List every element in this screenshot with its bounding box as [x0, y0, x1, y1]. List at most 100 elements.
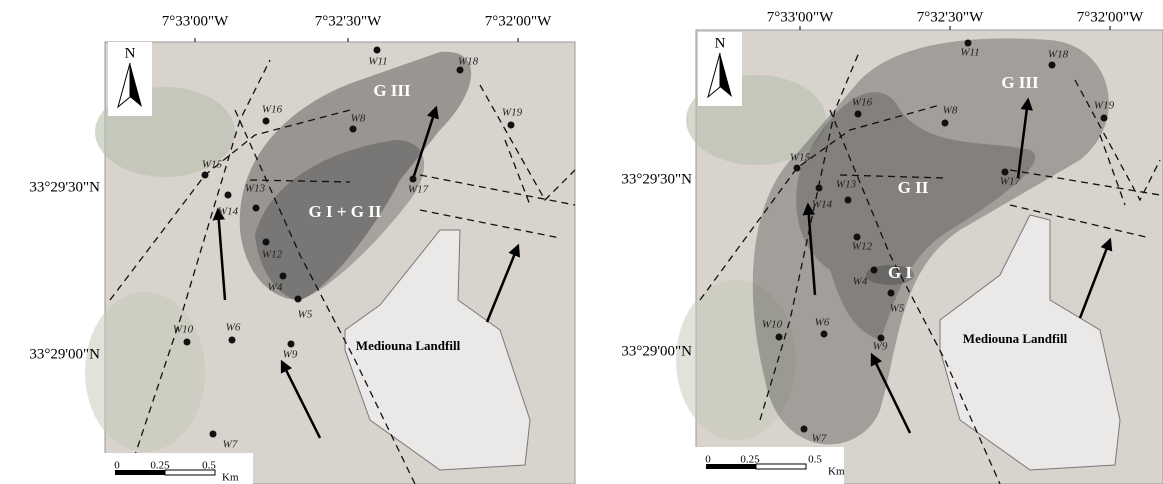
longitude-label: 7°32'30"W: [917, 9, 984, 25]
fault-line: [1074, 79, 1161, 202]
north-arrow: [720, 53, 732, 97]
landfill-area: [344, 229, 531, 471]
well-point: [793, 164, 801, 172]
well-label: W16: [852, 97, 873, 109]
well-point: [224, 191, 232, 199]
well-label: W16: [262, 104, 283, 116]
well-label: W19: [502, 107, 523, 119]
well-point: [854, 110, 862, 118]
latitude-label: 33°29'30"N: [621, 171, 692, 187]
landfill-label: Mediouna Landfill: [963, 331, 1068, 346]
latitude-label: 33°29'00"N: [621, 343, 692, 359]
well-point: [287, 340, 295, 348]
group-label: G III: [373, 81, 411, 100]
well-point: [507, 121, 515, 129]
well-label: W5: [890, 303, 905, 315]
longitude-label: 7°33'00"W: [767, 9, 834, 25]
well-label: W17: [1000, 176, 1021, 188]
well-label: W10: [173, 324, 194, 336]
scale-label: Km: [828, 466, 845, 478]
groundwater-zone: [239, 51, 472, 301]
well-point: [844, 196, 852, 204]
well-label: W9: [283, 349, 298, 361]
longitude-label: 7°32'00"W: [1077, 9, 1144, 25]
well-label: W4: [268, 282, 283, 294]
well-point: [262, 238, 270, 246]
well-label: W12: [852, 241, 873, 253]
well-point: [800, 425, 808, 433]
well-point: [853, 233, 861, 241]
latitude-label: 33°29'00"N: [29, 346, 100, 362]
flow-arrow: [870, 352, 912, 434]
well-point: [373, 46, 381, 54]
scale-bar: [706, 464, 756, 469]
flow-arrow: [1016, 97, 1033, 179]
scale-label: 0.25: [740, 454, 760, 466]
scale-bar: [115, 470, 165, 475]
well-point: [349, 125, 357, 133]
well-point: [964, 39, 972, 47]
well-label: W17: [408, 184, 429, 196]
north-arrow: [130, 63, 142, 107]
scale-label: 0: [705, 454, 711, 466]
well-label: W9: [873, 341, 888, 353]
vegetation: [85, 292, 205, 452]
groundwater-zone: [255, 140, 425, 300]
well-label: W13: [836, 179, 857, 191]
well-point: [1048, 61, 1056, 69]
fault-line: [759, 49, 861, 421]
north-label: N: [715, 35, 726, 51]
well-point: [228, 336, 236, 344]
fault-line: [249, 179, 351, 183]
well-label: W18: [458, 56, 479, 68]
well-label: W13: [245, 183, 266, 195]
well-point: [201, 171, 209, 179]
groundwater-zone: [752, 38, 1109, 445]
well-label: W15: [790, 152, 811, 164]
fault-line: [699, 104, 941, 301]
latitude-label: 33°29'30"N: [29, 179, 100, 195]
fault-line: [234, 109, 416, 484]
flow-arrow: [1078, 237, 1113, 319]
well-point: [262, 117, 270, 125]
well-label: W11: [960, 47, 979, 59]
well-point: [887, 289, 895, 297]
fault-line: [839, 174, 946, 179]
fault-line: [1099, 134, 1126, 206]
well-point: [183, 338, 191, 346]
fault-line: [129, 59, 271, 471]
north-label: N: [125, 45, 136, 61]
flow-arrow: [410, 105, 439, 183]
well-point: [1001, 168, 1009, 176]
well-label: W11: [368, 56, 387, 68]
groundwater-zone: [796, 92, 1036, 340]
map-panel: 7°33'00"W 7°32'30"W 7°32'00"W 33°29'30"N 33°…: [29, 13, 576, 484]
well-label: W14: [812, 199, 833, 211]
vegetation: [676, 280, 796, 440]
scale-bar-bg: [103, 453, 253, 484]
well-label: W19: [1094, 100, 1115, 112]
flow-arrow: [802, 202, 817, 296]
group-label: G II: [898, 178, 929, 197]
scale-label: 0: [114, 460, 120, 472]
scale-label: 0.5: [808, 454, 822, 466]
fault-line: [479, 84, 576, 202]
well-label: W6: [815, 317, 830, 329]
fault-line: [829, 109, 1001, 484]
well-point: [877, 334, 885, 342]
map-panel: 7°33'00"W 7°32'30"W 7°32'00"W 33°29'30"N 33°…: [621, 9, 1163, 484]
well-point: [252, 204, 260, 212]
well-point: [941, 119, 949, 127]
well-point: [456, 66, 464, 74]
well-point: [294, 295, 302, 303]
well-point: [409, 175, 417, 183]
longitude-label: 7°33'00"W: [162, 13, 229, 29]
well-label: W7: [812, 433, 827, 445]
well-label: W15: [202, 159, 223, 171]
groundwater-zone: [866, 265, 914, 285]
well-point: [1100, 114, 1108, 122]
group-label: G I: [888, 263, 912, 282]
well-point: [815, 184, 823, 192]
well-label: W4: [853, 276, 868, 288]
landfill-label: Mediouna Landfill: [356, 338, 461, 353]
